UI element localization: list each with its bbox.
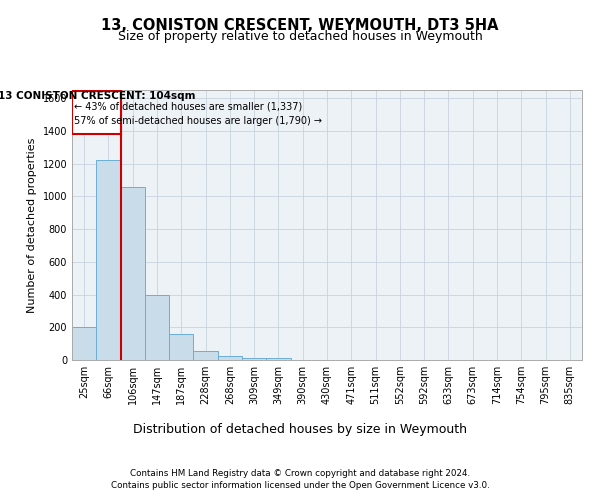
Text: 13, CONISTON CRESCENT, WEYMOUTH, DT3 5HA: 13, CONISTON CRESCENT, WEYMOUTH, DT3 5HA <box>101 18 499 32</box>
Bar <box>242 358 266 360</box>
FancyBboxPatch shape <box>72 91 121 134</box>
Bar <box>218 356 242 360</box>
Y-axis label: Number of detached properties: Number of detached properties <box>27 138 37 312</box>
Bar <box>145 294 169 360</box>
Text: Contains HM Land Registry data © Crown copyright and database right 2024.: Contains HM Land Registry data © Crown c… <box>130 468 470 477</box>
Text: Distribution of detached houses by size in Weymouth: Distribution of detached houses by size … <box>133 422 467 436</box>
Text: ← 43% of detached houses are smaller (1,337): ← 43% of detached houses are smaller (1,… <box>74 102 302 112</box>
Text: 13 CONISTON CRESCENT: 104sqm: 13 CONISTON CRESCENT: 104sqm <box>0 91 195 101</box>
Text: Contains public sector information licensed under the Open Government Licence v3: Contains public sector information licen… <box>110 481 490 490</box>
Bar <box>193 351 218 360</box>
Bar <box>96 160 121 360</box>
Bar <box>266 358 290 360</box>
Bar <box>121 186 145 360</box>
Text: Size of property relative to detached houses in Weymouth: Size of property relative to detached ho… <box>118 30 482 43</box>
Bar <box>169 334 193 360</box>
Bar <box>72 328 96 360</box>
Text: 57% of semi-detached houses are larger (1,790) →: 57% of semi-detached houses are larger (… <box>74 116 322 126</box>
